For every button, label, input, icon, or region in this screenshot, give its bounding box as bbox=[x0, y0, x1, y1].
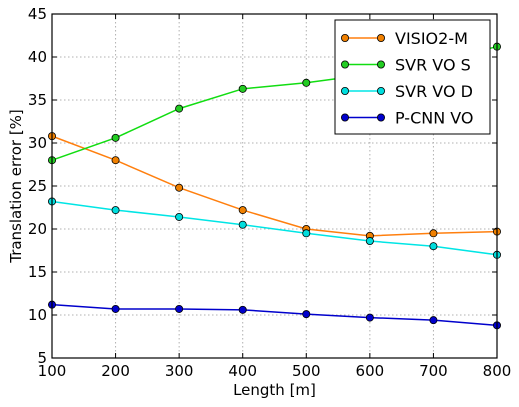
y-tick-label: 45 bbox=[28, 5, 47, 23]
x-tick-label: 800 bbox=[483, 362, 512, 380]
legend-box bbox=[334, 19, 491, 135]
legend-marker bbox=[376, 60, 385, 69]
x-tick-label: 100 bbox=[38, 362, 67, 380]
data-point-svr-vo-d bbox=[365, 237, 374, 246]
legend-label: VISIO2-M bbox=[395, 29, 468, 48]
data-point-svr-vo-s bbox=[175, 104, 184, 113]
legend-marker bbox=[340, 34, 349, 43]
x-tick-label: 600 bbox=[356, 362, 385, 380]
x-tick-label: 700 bbox=[419, 362, 448, 380]
legend-item-svr-vo-s: SVR VO S bbox=[340, 56, 471, 75]
data-point-svr-vo-d bbox=[429, 242, 438, 251]
data-point-svr-vo-s bbox=[238, 84, 247, 93]
x-tick-label: 400 bbox=[228, 362, 257, 380]
legend-label: SVR VO D bbox=[395, 82, 473, 101]
legend-label: P-CNN VO bbox=[395, 109, 474, 128]
data-point-svr-vo-d bbox=[175, 212, 184, 221]
legend-label: SVR VO S bbox=[395, 56, 471, 75]
data-point-p-cnn-vo bbox=[111, 304, 120, 313]
data-point-visio2-m bbox=[111, 156, 120, 165]
ticks: 100 200 300 400 500 600 700 800 5 10 15 20 25 30 35 40 4… bbox=[28, 5, 511, 380]
series-line-p-cnn-vo bbox=[51, 303, 498, 327]
y-tick-label: 40 bbox=[28, 48, 47, 66]
x-tick-label: 200 bbox=[101, 362, 130, 380]
x-tick-label: 300 bbox=[165, 362, 194, 380]
legend-marker bbox=[340, 60, 349, 69]
y-axis-label: Translation error [%] bbox=[7, 109, 25, 264]
series-line-svr-vo-d bbox=[51, 200, 498, 256]
data-point-p-cnn-vo bbox=[365, 313, 374, 322]
y-tick-label: 35 bbox=[28, 91, 47, 109]
data-point-p-cnn-vo bbox=[302, 310, 311, 319]
data-point-visio2-m bbox=[238, 206, 247, 215]
legend-item-visio2-m: VISIO2-M bbox=[340, 29, 468, 48]
legend-item-p-cnn-vo: P-CNN VO bbox=[340, 109, 474, 128]
legend-marker bbox=[376, 113, 385, 122]
data-point-visio2-m bbox=[175, 183, 184, 192]
x-axis-label: Length [m] bbox=[233, 381, 316, 399]
data-point-svr-vo-s bbox=[111, 133, 120, 142]
legend-marker bbox=[376, 34, 385, 43]
legend-item-svr-vo-d: SVR VO D bbox=[340, 82, 473, 101]
x-tick-label: 500 bbox=[292, 362, 321, 380]
series-line-visio2-m bbox=[51, 135, 498, 237]
legend-marker bbox=[340, 87, 349, 96]
y-tick-label: 10 bbox=[28, 306, 47, 324]
data-point-p-cnn-vo bbox=[175, 304, 184, 313]
data-point-svr-vo-d bbox=[302, 229, 311, 238]
y-tick-label: 30 bbox=[28, 134, 47, 152]
y-tick-label: 20 bbox=[28, 220, 47, 238]
legend-marker bbox=[376, 87, 385, 96]
y-tick-label: 25 bbox=[28, 177, 47, 195]
data-point-p-cnn-vo bbox=[238, 305, 247, 314]
data-point-visio2-m bbox=[429, 229, 438, 238]
data-point-p-cnn-vo bbox=[429, 316, 438, 325]
legend: VISIO2-M SVR VO S SVR VO D P-CNN VO bbox=[334, 19, 491, 135]
legend-marker bbox=[340, 113, 349, 122]
y-tick-label: 15 bbox=[28, 263, 47, 281]
series-svr-vo-d bbox=[48, 197, 501, 259]
data-point-svr-vo-d bbox=[238, 220, 247, 229]
data-point-svr-vo-d bbox=[111, 206, 120, 215]
series-p-cnn-vo bbox=[48, 300, 501, 330]
data-point-svr-vo-s bbox=[302, 78, 311, 87]
y-tick-label: 5 bbox=[37, 349, 47, 367]
